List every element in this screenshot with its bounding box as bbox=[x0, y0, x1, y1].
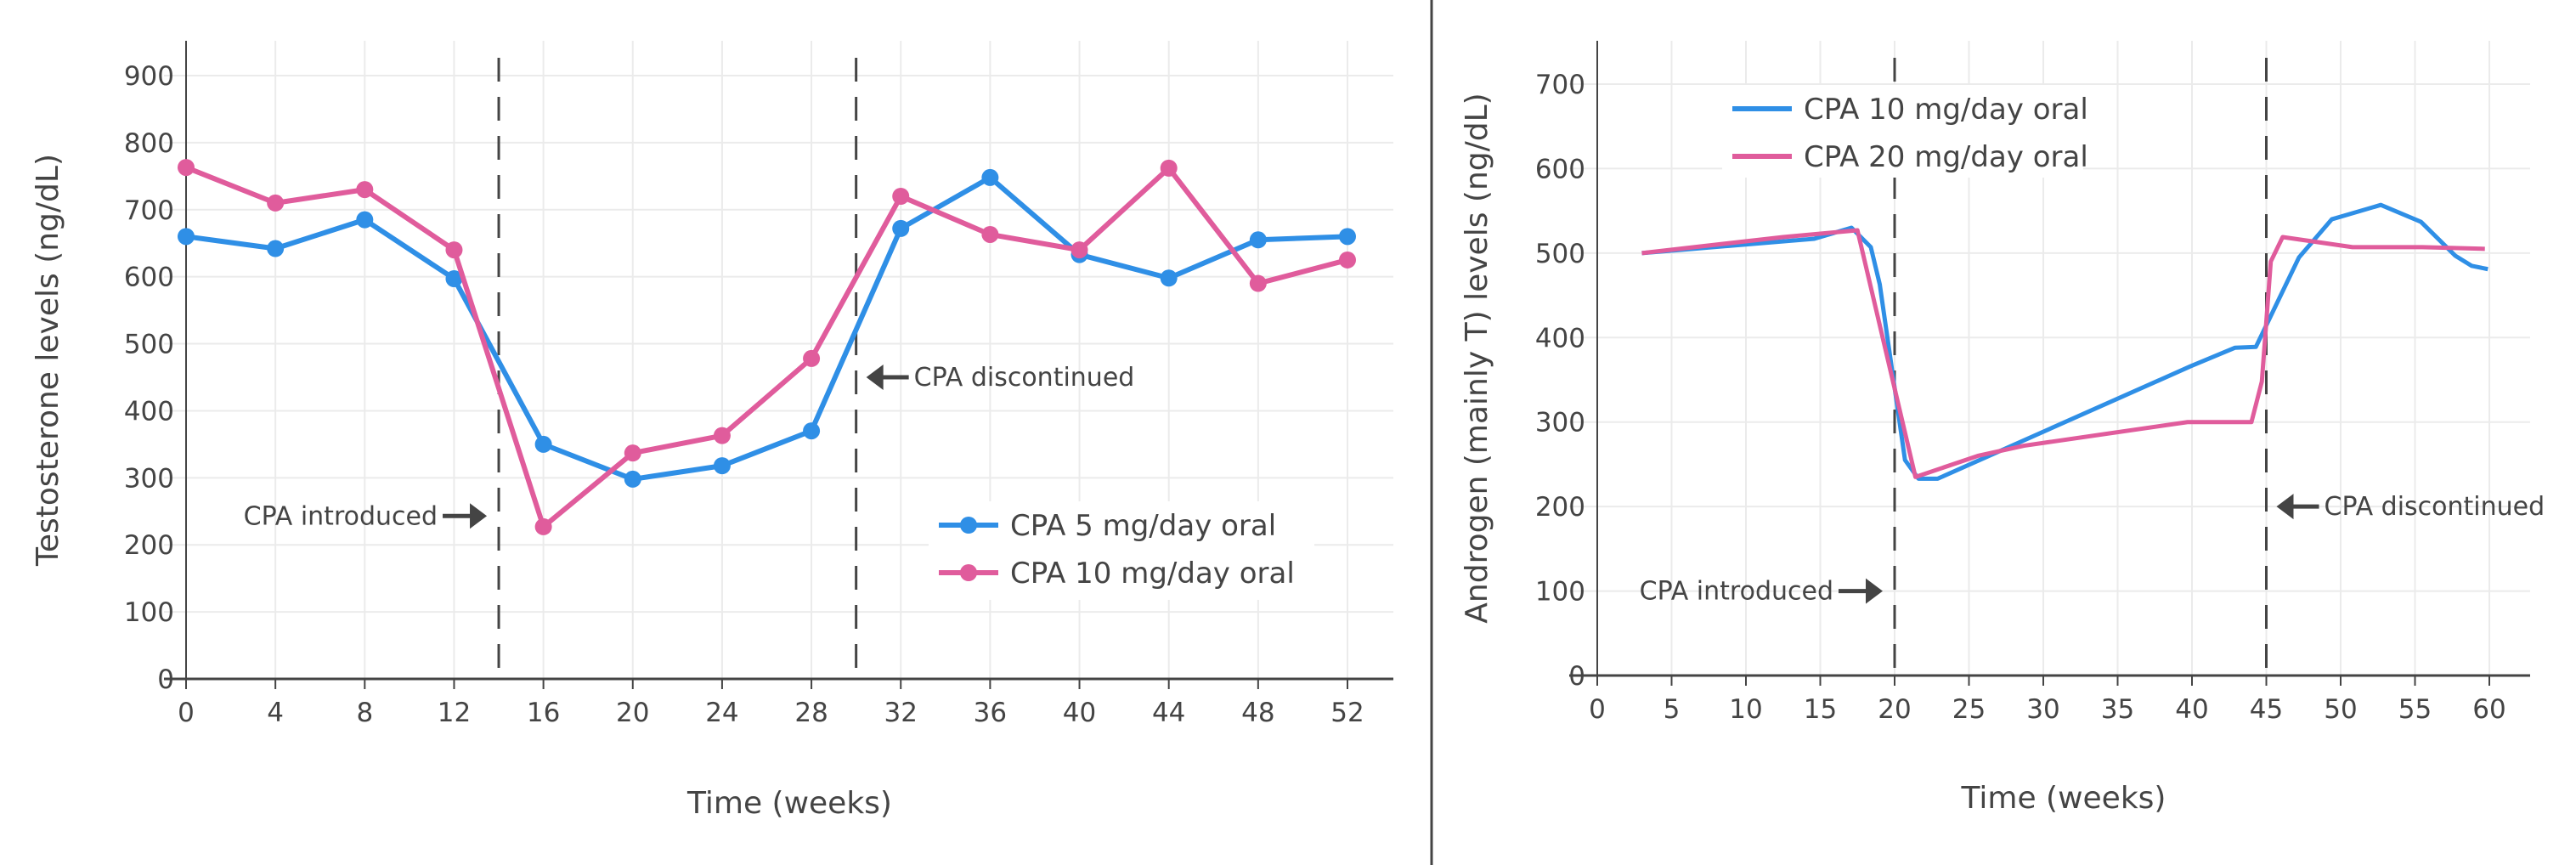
x-tick-label: 25 bbox=[1952, 694, 1986, 725]
y-tick-label: 100 bbox=[1535, 577, 1585, 608]
series-line-1 bbox=[1641, 228, 2485, 479]
x-tick-label: 40 bbox=[2175, 694, 2208, 725]
legend-background bbox=[1722, 85, 2083, 178]
y-tick-label: 300 bbox=[124, 463, 174, 494]
x-tick-label: 20 bbox=[1878, 694, 1911, 725]
x-tick-label: 50 bbox=[2324, 694, 2357, 725]
data-point bbox=[803, 422, 821, 440]
data-point bbox=[1071, 241, 1088, 259]
y-tick-label: 600 bbox=[1535, 154, 1585, 184]
data-point bbox=[356, 181, 374, 199]
x-tick-label: 32 bbox=[884, 698, 918, 728]
x-tick-label: 0 bbox=[178, 698, 195, 728]
y-tick-label: 400 bbox=[1535, 323, 1585, 353]
x-tick-label: 24 bbox=[705, 698, 738, 728]
data-point bbox=[1339, 251, 1356, 269]
x-tick-label: 10 bbox=[1729, 694, 1762, 725]
x-tick-label: 55 bbox=[2398, 694, 2432, 725]
data-point bbox=[624, 444, 641, 462]
y-axis-title: Testosterone levels (ng/dL) bbox=[31, 154, 65, 567]
legend-marker bbox=[960, 564, 977, 581]
data-point bbox=[1160, 269, 1178, 287]
data-point bbox=[1249, 274, 1267, 292]
arrow-right-icon bbox=[1866, 578, 1883, 604]
x-tick-label: 40 bbox=[1063, 698, 1096, 728]
y-tick-label: 800 bbox=[124, 128, 174, 159]
series-line-0 bbox=[1641, 202, 2488, 481]
legend: CPA 10 mg/day oral CPA 20 mg/day oral bbox=[1722, 85, 2088, 178]
y-tick-label: 700 bbox=[1535, 70, 1585, 100]
y-tick-label: 900 bbox=[124, 61, 174, 92]
x-axis-title: Time (weeks) bbox=[1961, 781, 2166, 816]
x-tick-label: 0 bbox=[1589, 694, 1606, 725]
data-point bbox=[1160, 159, 1178, 177]
legend: CPA 5 mg/day oral CPA 10 mg/day oral bbox=[929, 501, 1314, 600]
series-line-0 bbox=[185, 174, 1348, 482]
x-tick-label: 20 bbox=[616, 698, 649, 728]
left-chart: 0481216202428323640444852010020030040050… bbox=[31, 41, 1393, 821]
x-tick-label: 15 bbox=[1804, 694, 1837, 725]
data-point bbox=[534, 435, 552, 453]
data-point bbox=[178, 159, 195, 177]
y-axis-title: Androgen (mainly T) levels (ng/dL) bbox=[1460, 93, 1494, 623]
arrow-left-icon bbox=[2276, 494, 2294, 520]
data-point bbox=[892, 219, 910, 237]
annotation-label: CPA introduced bbox=[244, 501, 438, 531]
x-tick-label: 16 bbox=[527, 698, 560, 728]
arrow-left-icon bbox=[866, 365, 884, 390]
y-tick-label: 600 bbox=[124, 263, 174, 293]
y-tick-label: 200 bbox=[1535, 492, 1585, 523]
data-point bbox=[981, 225, 999, 243]
x-tick-label: 60 bbox=[2472, 694, 2505, 725]
data-point bbox=[267, 194, 285, 212]
data-point bbox=[981, 168, 999, 186]
data-point bbox=[1249, 231, 1267, 249]
right-chart: 0 5 10 15 20 25 30 35 40 45 50 55 600 100 200 300 400 500… bbox=[1460, 41, 2545, 816]
y-tick-label: 500 bbox=[1535, 239, 1585, 269]
data-point bbox=[892, 188, 910, 205]
legend-label: CPA 10 mg/day oral bbox=[1804, 93, 2088, 127]
x-tick-label: 35 bbox=[2101, 694, 2134, 725]
x-tick-label: 5 bbox=[1664, 694, 1681, 725]
data-point bbox=[267, 240, 285, 257]
x-tick-label: 8 bbox=[356, 698, 373, 728]
y-tick-label: 700 bbox=[124, 195, 174, 226]
data-point bbox=[803, 349, 821, 367]
y-tick-label: 300 bbox=[1535, 408, 1585, 438]
annotation-label: CPA discontinued bbox=[914, 363, 1135, 393]
legend-label: CPA 5 mg/day oral bbox=[1010, 509, 1276, 543]
x-tick-label: 52 bbox=[1330, 698, 1364, 728]
y-tick-label: 500 bbox=[124, 330, 174, 360]
x-tick-label: 36 bbox=[974, 698, 1007, 728]
x-tick-label: 44 bbox=[1152, 698, 1185, 728]
y-tick-label: 400 bbox=[124, 396, 174, 427]
data-point bbox=[178, 228, 195, 246]
x-tick-label: 4 bbox=[267, 698, 284, 728]
annotation-label: CPA introduced bbox=[1640, 577, 1833, 607]
y-tick-label: 100 bbox=[124, 597, 174, 628]
data-point bbox=[534, 517, 552, 535]
x-tick-label: 30 bbox=[2026, 694, 2059, 725]
data-point bbox=[713, 427, 731, 444]
x-tick-label: 12 bbox=[438, 698, 471, 728]
x-tick-label: 28 bbox=[794, 698, 828, 728]
data-point bbox=[356, 211, 374, 229]
annotation-label: CPA discontinued bbox=[2325, 492, 2545, 522]
legend-label: CPA 20 mg/day oral bbox=[1804, 140, 2088, 174]
legend-marker bbox=[960, 517, 977, 534]
data-point bbox=[445, 270, 463, 288]
legend-background bbox=[929, 501, 1314, 600]
data-point bbox=[713, 457, 731, 475]
x-tick-label: 48 bbox=[1241, 698, 1274, 728]
legend-label: CPA 10 mg/day oral bbox=[1010, 557, 1295, 591]
data-point bbox=[445, 241, 463, 259]
y-tick-label: 200 bbox=[124, 530, 174, 561]
x-axis-title: Time (weeks) bbox=[686, 786, 892, 821]
data-point bbox=[1339, 228, 1356, 246]
data-point bbox=[624, 470, 641, 488]
series-line-1 bbox=[184, 165, 1348, 529]
arrow-right-icon bbox=[470, 503, 488, 529]
x-tick-label: 45 bbox=[2250, 694, 2283, 725]
